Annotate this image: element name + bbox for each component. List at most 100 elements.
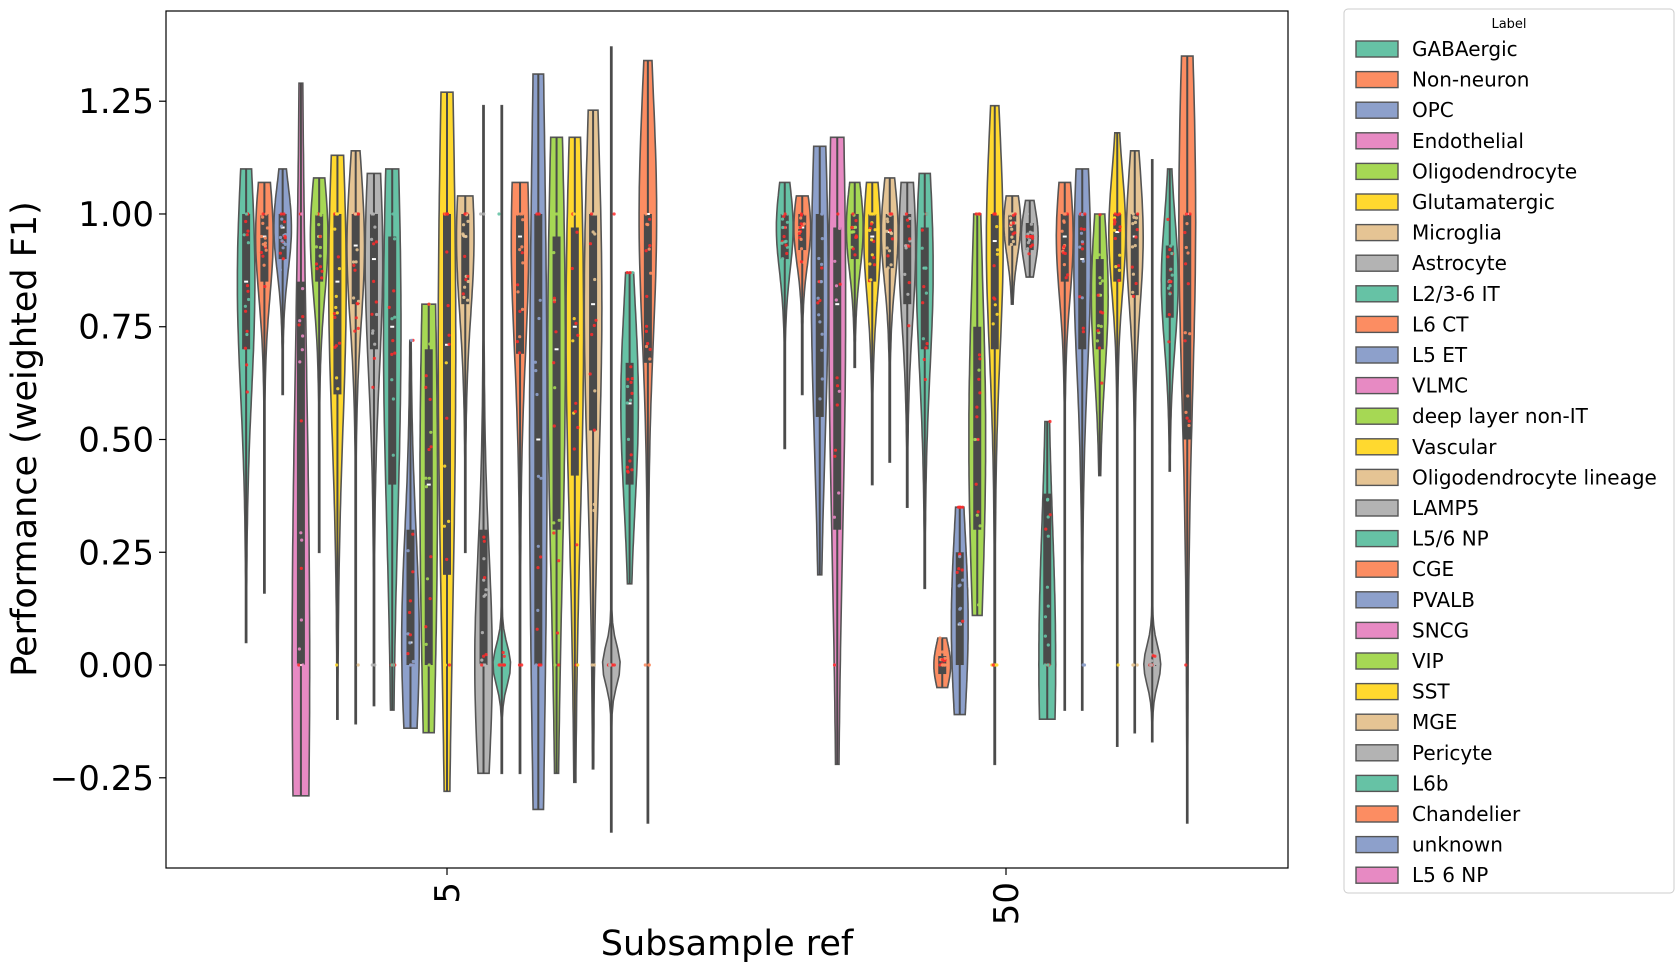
data-point bbox=[482, 539, 486, 543]
data-point bbox=[463, 212, 467, 216]
data-point bbox=[576, 333, 580, 337]
data-point bbox=[588, 242, 593, 246]
data-point bbox=[443, 464, 447, 468]
data-point bbox=[590, 663, 594, 667]
data-point bbox=[278, 251, 282, 255]
data-point bbox=[466, 298, 470, 302]
legend-swatch bbox=[1355, 376, 1399, 395]
data-point bbox=[516, 290, 520, 294]
data-point bbox=[868, 228, 872, 232]
data-point bbox=[552, 251, 556, 255]
data-point bbox=[483, 576, 487, 580]
violin-points bbox=[370, 212, 379, 667]
data-point bbox=[887, 249, 892, 253]
data-point bbox=[978, 212, 982, 216]
legend-item: VIP bbox=[1355, 649, 1444, 673]
violin-iqr bbox=[1078, 213, 1087, 350]
data-point bbox=[461, 233, 466, 238]
data-point bbox=[977, 377, 981, 381]
violin-iqr bbox=[278, 213, 287, 260]
data-point bbox=[314, 245, 318, 249]
violin-iqr bbox=[589, 213, 598, 431]
violin-points bbox=[1166, 217, 1175, 344]
violin bbox=[492, 104, 512, 775]
data-point bbox=[372, 279, 376, 283]
data-point bbox=[318, 245, 322, 250]
data-point bbox=[334, 344, 338, 348]
data-point bbox=[1117, 268, 1121, 272]
data-point bbox=[1188, 332, 1192, 336]
data-point bbox=[1080, 247, 1084, 251]
legend-swatch bbox=[1355, 315, 1399, 334]
data-point bbox=[907, 281, 911, 285]
data-point bbox=[1135, 663, 1139, 667]
data-point bbox=[588, 372, 592, 376]
data-point bbox=[371, 331, 375, 335]
violin bbox=[474, 104, 494, 775]
data-point bbox=[940, 663, 945, 667]
data-point bbox=[516, 283, 520, 287]
data-point bbox=[520, 251, 524, 255]
data-point bbox=[374, 240, 378, 244]
data-point bbox=[535, 212, 539, 216]
x-tick-label: 50 bbox=[987, 882, 1027, 925]
violin bbox=[419, 302, 439, 734]
data-point bbox=[352, 263, 356, 267]
data-point bbox=[265, 226, 269, 230]
data-point bbox=[320, 276, 324, 280]
legend-label: L2/3-6 IT bbox=[1412, 282, 1501, 306]
data-point bbox=[278, 268, 282, 272]
data-point bbox=[427, 447, 431, 452]
data-point bbox=[1096, 293, 1100, 297]
violin bbox=[880, 177, 899, 463]
data-point bbox=[297, 647, 301, 651]
data-point bbox=[278, 235, 283, 240]
data-point bbox=[853, 253, 857, 257]
legend-label: CGE bbox=[1412, 557, 1454, 581]
data-point bbox=[870, 238, 874, 242]
data-point bbox=[314, 212, 318, 216]
data-point bbox=[644, 212, 648, 216]
data-point bbox=[536, 544, 540, 548]
data-point bbox=[648, 347, 652, 351]
data-point bbox=[1185, 222, 1189, 226]
data-point bbox=[391, 339, 395, 343]
data-point bbox=[425, 577, 430, 581]
data-point bbox=[1113, 212, 1117, 216]
legend-swatch bbox=[1355, 744, 1399, 762]
data-point bbox=[390, 317, 394, 321]
violin bbox=[455, 195, 475, 554]
violin-median bbox=[426, 483, 431, 486]
data-point bbox=[574, 321, 578, 325]
data-point bbox=[925, 342, 929, 346]
data-point bbox=[1131, 222, 1135, 226]
data-point bbox=[370, 663, 374, 667]
data-point bbox=[628, 459, 632, 463]
violin bbox=[898, 181, 917, 508]
violin-iqr bbox=[903, 213, 912, 305]
data-point bbox=[996, 212, 1000, 216]
data-point bbox=[1116, 213, 1120, 217]
data-point bbox=[521, 261, 525, 265]
data-point bbox=[837, 491, 841, 495]
data-point bbox=[318, 265, 323, 269]
data-point bbox=[332, 312, 337, 316]
data-point bbox=[799, 216, 803, 220]
violin-points bbox=[442, 212, 452, 667]
data-point bbox=[552, 531, 556, 535]
data-point bbox=[958, 622, 962, 626]
data-point bbox=[557, 663, 561, 667]
violin bbox=[1125, 150, 1145, 734]
violin-iqr bbox=[885, 213, 894, 269]
data-point bbox=[835, 376, 839, 380]
data-point bbox=[537, 212, 541, 216]
data-point bbox=[411, 570, 415, 574]
legend-swatch bbox=[1355, 132, 1399, 150]
legend-label: PVALB bbox=[1412, 588, 1475, 612]
data-point bbox=[575, 543, 579, 547]
data-point bbox=[373, 342, 377, 346]
legend-label: L6 CT bbox=[1412, 312, 1469, 336]
data-point bbox=[630, 468, 634, 472]
data-point bbox=[411, 532, 415, 536]
data-point bbox=[1048, 419, 1052, 424]
